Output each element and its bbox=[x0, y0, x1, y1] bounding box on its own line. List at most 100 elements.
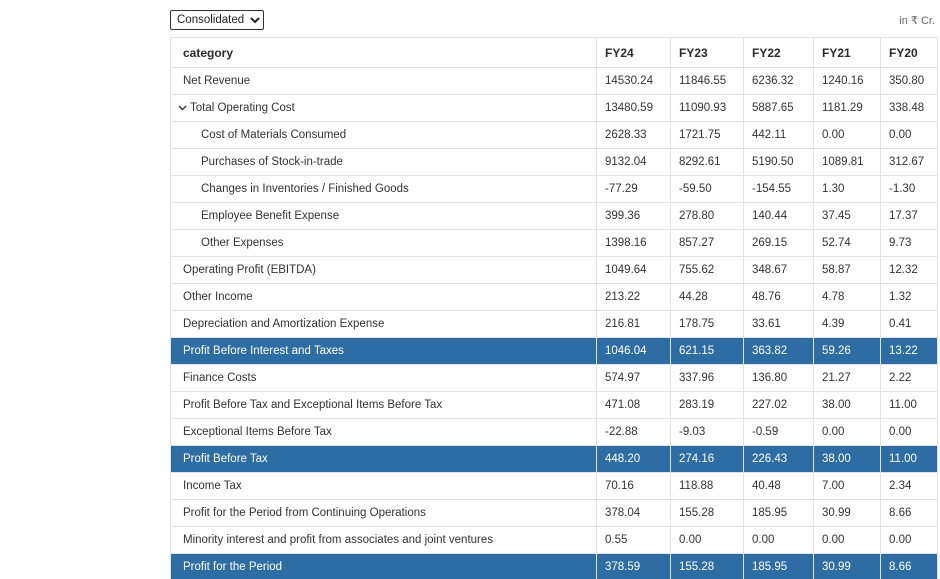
category-label: Cost of Materials Consumed bbox=[201, 129, 347, 141]
value-cell-fy24: 448.20 bbox=[596, 445, 671, 473]
value-cell-fy22: 5887.65 bbox=[743, 94, 814, 122]
value-cell-fy23: 155.28 bbox=[670, 553, 744, 579]
table-row: Other Income 213.22 44.28 48.76 4.78 1.32 bbox=[170, 283, 938, 311]
value-cell-fy22: 6236.32 bbox=[743, 67, 814, 95]
category-cell: Changes in Inventories / Finished Goods bbox=[170, 175, 597, 203]
chevron-down-icon[interactable] bbox=[177, 103, 188, 112]
category-cell: Depreciation and Amortization Expense bbox=[170, 310, 597, 338]
category-label: Minority interest and profit from associ… bbox=[183, 534, 494, 546]
category-label: Other Income bbox=[183, 291, 253, 303]
consolidated-select[interactable]: Consolidated bbox=[170, 10, 264, 30]
table-row: Minority interest and profit from associ… bbox=[170, 526, 938, 554]
value-cell-fy23: 118.88 bbox=[670, 472, 744, 500]
category-cell: Income Tax bbox=[170, 472, 597, 500]
table-row: Profit Before Interest and Taxes 1046.04 6… bbox=[170, 337, 938, 365]
value-cell-fy21: 30.99 bbox=[813, 553, 881, 579]
value-cell-fy21: 21.27 bbox=[813, 364, 881, 392]
value-cell-fy22: -0.59 bbox=[743, 418, 814, 446]
value-cell-fy22: -154.55 bbox=[743, 175, 814, 203]
category-label: Depreciation and Amortization Expense bbox=[183, 318, 385, 330]
value-cell-fy21: 37.45 bbox=[813, 202, 881, 230]
column-header-fy20: FY20 bbox=[880, 37, 938, 68]
value-cell-fy22: 269.15 bbox=[743, 229, 814, 257]
table-row: Profit for the Period from Continuing Op… bbox=[170, 499, 938, 527]
value-cell-fy24: 14530.24 bbox=[596, 67, 671, 95]
value-cell-fy24: 9132.04 bbox=[596, 148, 671, 176]
category-cell[interactable]: Total Operating Cost bbox=[170, 94, 597, 122]
column-header-fy22: FY22 bbox=[743, 37, 814, 68]
table-row: Cost of Materials Consumed 2628.33 1721.75… bbox=[170, 121, 938, 149]
category-label: Profit Before Tax and Exceptional Items … bbox=[183, 399, 443, 411]
value-cell-fy23: 0.00 bbox=[670, 526, 744, 554]
value-cell-fy22: 185.95 bbox=[743, 553, 814, 579]
value-cell-fy22: 442.11 bbox=[743, 121, 814, 149]
value-cell-fy22: 0.00 bbox=[743, 526, 814, 554]
value-cell-fy24: 1398.16 bbox=[596, 229, 671, 257]
value-cell-fy24: 378.59 bbox=[596, 553, 671, 579]
value-cell-fy20: -1.30 bbox=[880, 175, 938, 203]
value-cell-fy22: 140.44 bbox=[743, 202, 814, 230]
value-cell-fy20: 0.00 bbox=[880, 526, 938, 554]
table-row: Profit Before Tax 448.20 274.16 226.43 38.00… bbox=[170, 445, 938, 473]
value-cell-fy24: 13480.59 bbox=[596, 94, 671, 122]
category-label: Profit Before Interest and Taxes bbox=[183, 345, 344, 357]
value-cell-fy24: 2628.33 bbox=[596, 121, 671, 149]
category-cell: Cost of Materials Consumed bbox=[170, 121, 597, 149]
column-header-fy23: FY23 bbox=[670, 37, 744, 68]
value-cell-fy21: 1181.29 bbox=[813, 94, 881, 122]
value-cell-fy20: 338.48 bbox=[880, 94, 938, 122]
value-cell-fy21: 0.00 bbox=[813, 526, 881, 554]
category-cell: Net Revenue bbox=[170, 67, 597, 95]
category-cell: Operating Profit (EBITDA) bbox=[170, 256, 597, 284]
value-cell-fy21: 38.00 bbox=[813, 445, 881, 473]
table-row: Purchases of Stock-in-trade 9132.04 8292.6… bbox=[170, 148, 938, 176]
table-row: Net Revenue 14530.24 11846.55 6236.32 1240.1… bbox=[170, 67, 938, 95]
table-row: Depreciation and Amortization Expense 216… bbox=[170, 310, 938, 338]
value-cell-fy20: 8.66 bbox=[880, 553, 938, 579]
category-label: Changes in Inventories / Finished Goods bbox=[201, 183, 409, 195]
table-row: Total Operating Cost 13480.59 11090.93 5887… bbox=[170, 94, 938, 122]
value-cell-fy21: 7.00 bbox=[813, 472, 881, 500]
table-row: Income Tax 70.16 118.88 40.48 7.00 2.34 bbox=[170, 472, 938, 500]
value-cell-fy22: 136.80 bbox=[743, 364, 814, 392]
value-cell-fy23: 1721.75 bbox=[670, 121, 744, 149]
category-cell: Profit Before Tax and Exceptional Items … bbox=[170, 391, 597, 419]
value-cell-fy24: 399.36 bbox=[596, 202, 671, 230]
value-cell-fy21: 58.87 bbox=[813, 256, 881, 284]
table-row: Operating Profit (EBITDA) 1049.64 755.62 34… bbox=[170, 256, 938, 284]
category-cell: Purchases of Stock-in-trade bbox=[170, 148, 597, 176]
value-cell-fy20: 11.00 bbox=[880, 391, 938, 419]
value-cell-fy23: 755.62 bbox=[670, 256, 744, 284]
value-cell-fy24: 70.16 bbox=[596, 472, 671, 500]
value-cell-fy23: 857.27 bbox=[670, 229, 744, 257]
value-cell-fy23: 274.16 bbox=[670, 445, 744, 473]
table-row: Finance Costs 574.97 337.96 136.80 21.27 2.22 bbox=[170, 364, 938, 392]
value-cell-fy20: 11.00 bbox=[880, 445, 938, 473]
category-label: Profit for the Period bbox=[183, 561, 283, 573]
table-row: Employee Benefit Expense 399.36 278.80 140.… bbox=[170, 202, 938, 230]
column-header-fy24: FY24 bbox=[596, 37, 671, 68]
table-row: Profit for the Period 378.59 155.28 185.95 3… bbox=[170, 553, 938, 579]
category-label: Profit for the Period from Continuing Op… bbox=[183, 507, 426, 519]
value-cell-fy23: 11846.55 bbox=[670, 67, 744, 95]
value-cell-fy21: 52.74 bbox=[813, 229, 881, 257]
value-cell-fy23: -59.50 bbox=[670, 175, 744, 203]
value-cell-fy22: 48.76 bbox=[743, 283, 814, 311]
category-label: Exceptional Items Before Tax bbox=[183, 426, 332, 438]
value-cell-fy22: 5190.50 bbox=[743, 148, 814, 176]
category-cell: Other Expenses bbox=[170, 229, 597, 257]
category-label: Total Operating Cost bbox=[190, 102, 295, 114]
value-cell-fy24: 471.08 bbox=[596, 391, 671, 419]
toolbar: Consolidated in ₹ Cr. bbox=[170, 10, 937, 30]
value-cell-fy24: 0.55 bbox=[596, 526, 671, 554]
category-label: Other Expenses bbox=[201, 237, 284, 249]
table-row: Exceptional Items Before Tax -22.88 -9.03-… bbox=[170, 418, 938, 446]
value-cell-fy20: 8.66 bbox=[880, 499, 938, 527]
value-cell-fy23: 11090.93 bbox=[670, 94, 744, 122]
category-label: Finance Costs bbox=[183, 372, 257, 384]
value-cell-fy20: 2.22 bbox=[880, 364, 938, 392]
value-cell-fy21: 4.39 bbox=[813, 310, 881, 338]
value-cell-fy20: 13.22 bbox=[880, 337, 938, 365]
value-cell-fy21: 0.00 bbox=[813, 121, 881, 149]
